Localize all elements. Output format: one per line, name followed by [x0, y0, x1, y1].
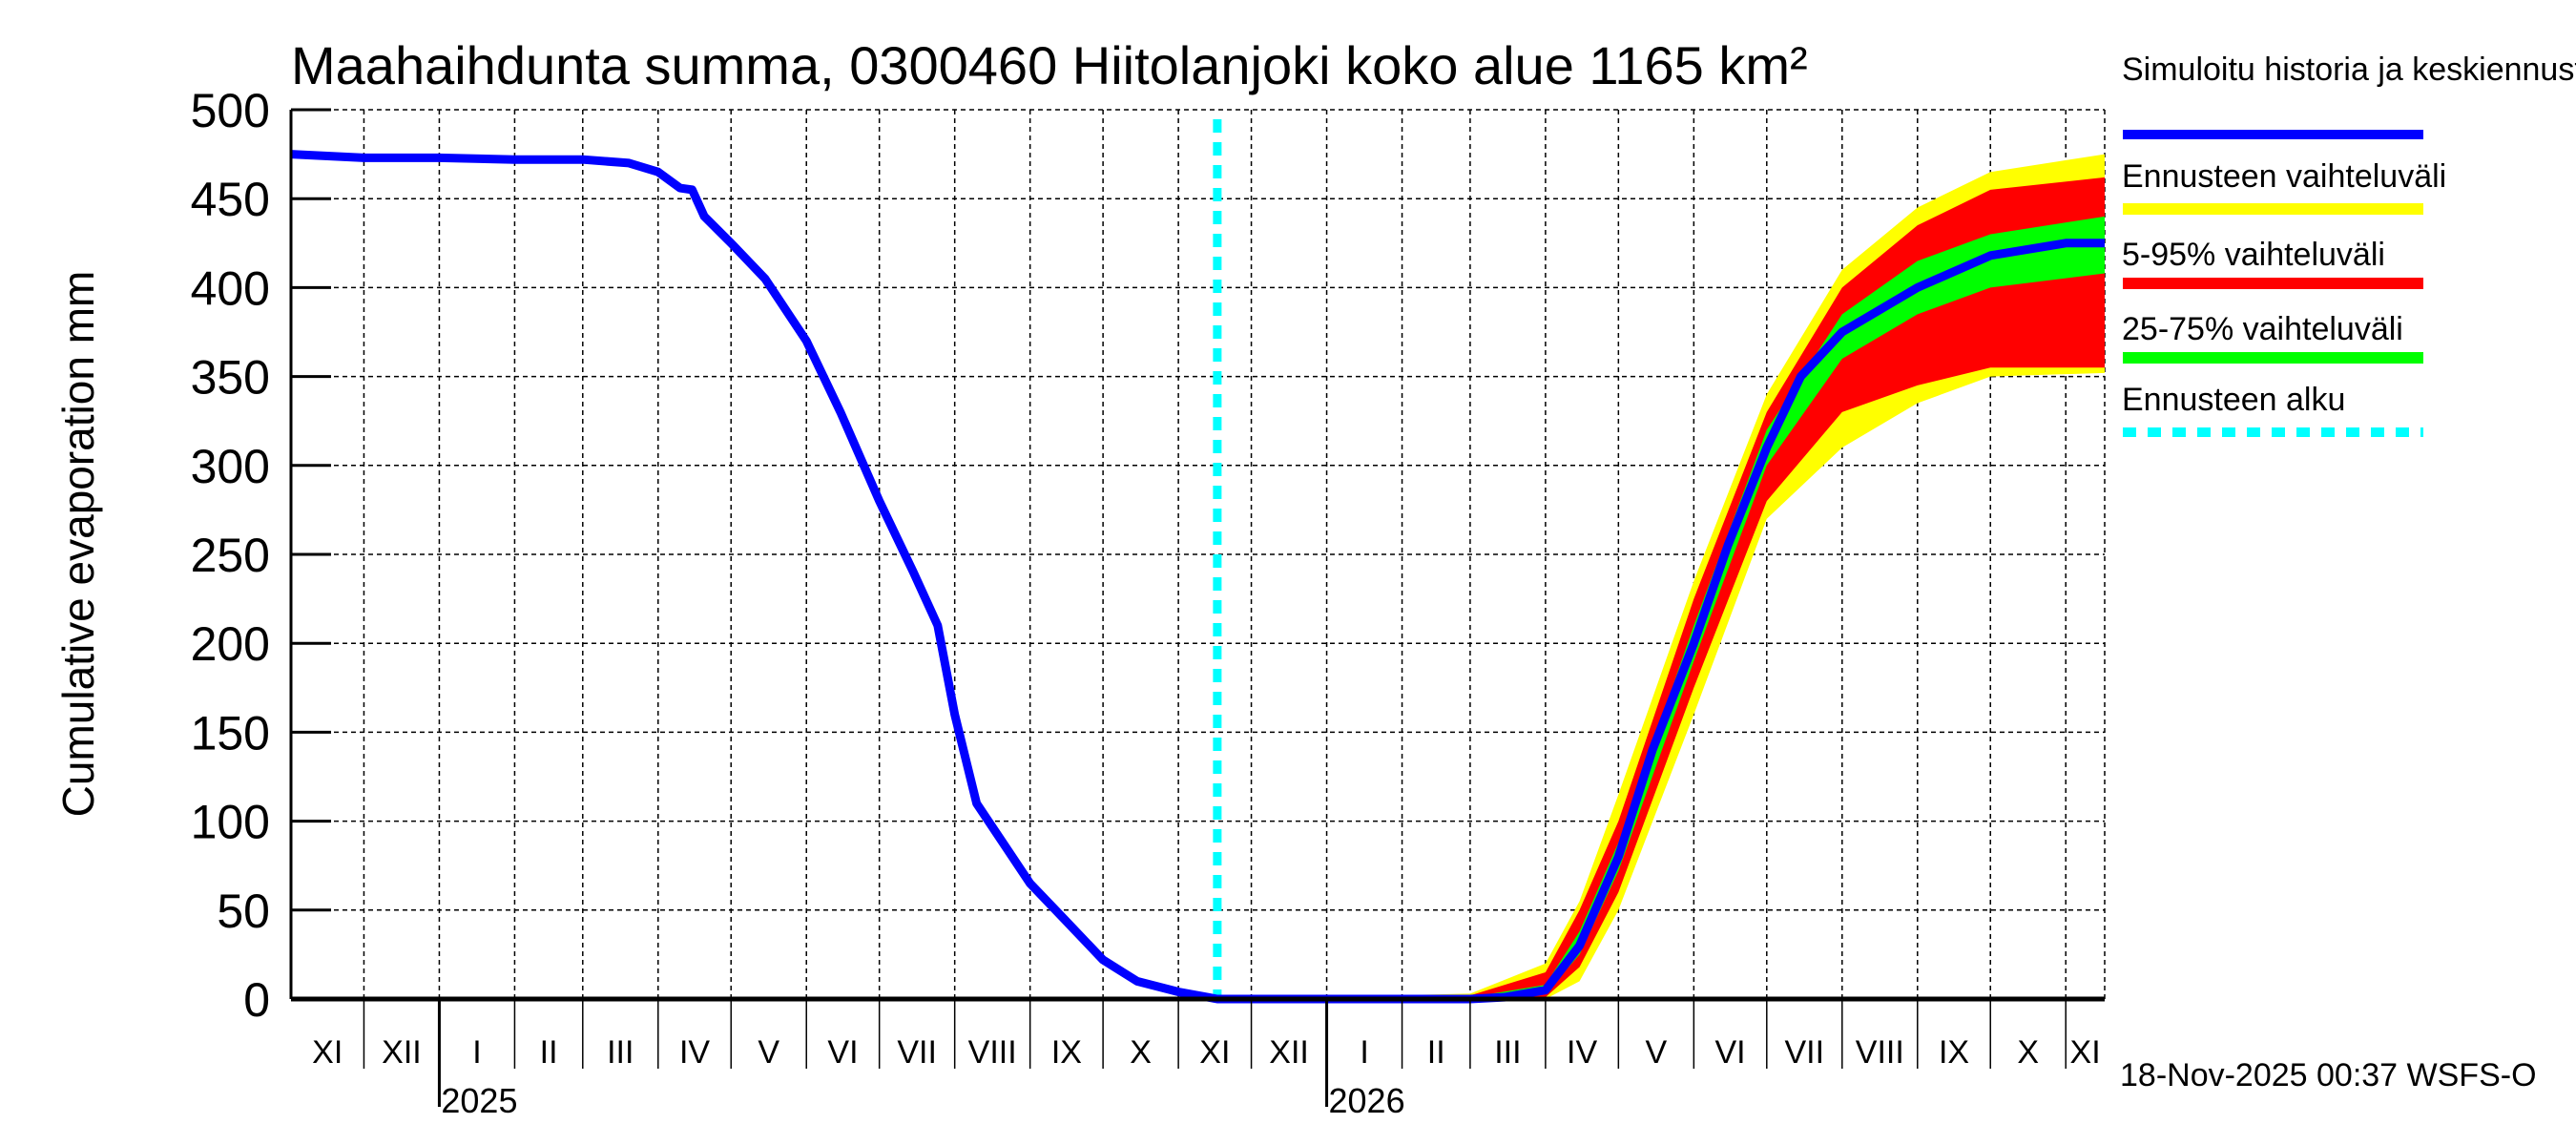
y-tick-label: 100	[191, 796, 270, 849]
legend-label-range: Ennusteen vaihteluväli	[2122, 158, 2446, 195]
x-tick-label: XI	[2070, 1034, 2101, 1071]
y-tick-label: 250	[191, 529, 270, 582]
x-tick-label: VIII	[1856, 1034, 1904, 1071]
x-tick-label: X	[2017, 1034, 2039, 1071]
legend-label-forecast-start: Ennusteen alku	[2122, 382, 2345, 418]
x-tick-label: IX	[1939, 1034, 1969, 1071]
legend-label-history: Simuloitu historia ja keskiennuste	[2122, 52, 2576, 88]
year-label: 2025	[441, 1081, 517, 1120]
y-tick-label: 400	[191, 261, 270, 315]
x-tick-label: II	[540, 1034, 558, 1071]
axes: XI XII I II III IV V VI VII VIII IX X XI XII I II III IV V…	[191, 84, 2105, 1120]
x-tick-label: XI	[1199, 1034, 1230, 1071]
x-tick-label: IV	[1567, 1034, 1597, 1071]
x-tick-label: IV	[679, 1034, 710, 1071]
y-tick-label: 0	[243, 973, 270, 1027]
legend: Simuloitu historia ja keskiennuste Ennus…	[2122, 52, 2576, 437]
x-tick-label: XI	[312, 1034, 343, 1071]
x-tick-label: VI	[827, 1034, 858, 1071]
y-tick-label: 450	[191, 173, 270, 226]
y-tick-label: 500	[191, 84, 270, 137]
y-tick-label: 150	[191, 706, 270, 760]
y-tick-label: 200	[191, 617, 270, 671]
x-tick-label: III	[607, 1034, 634, 1071]
x-tick-label: IX	[1051, 1034, 1082, 1071]
series-lines	[290, 119, 2105, 1004]
grid	[291, 109, 2106, 999]
x-tick-label: VIII	[968, 1034, 1017, 1071]
chart-title: Maahaihdunta summa, 0300460 Hiitolanjoki…	[291, 35, 1808, 95]
year-label: 2026	[1329, 1081, 1405, 1120]
legend-label-5-95: 5-95% vaihteluväli	[2122, 237, 2385, 273]
x-tick-label: I	[1360, 1034, 1368, 1071]
y-tick-label: 300	[191, 440, 270, 493]
x-tick-label: V	[758, 1034, 779, 1071]
x-tick-label: VII	[1785, 1034, 1825, 1071]
y-axis-label: Cumulative evaporation mm	[53, 271, 103, 818]
x-tick-label: X	[1130, 1034, 1152, 1071]
footer-timestamp: 18-Nov-2025 00:37 WSFS-O	[2120, 1057, 2537, 1093]
x-tick-label: VII	[897, 1034, 937, 1071]
y-tick-label: 350	[191, 351, 270, 405]
x-tick-label: III	[1494, 1034, 1521, 1071]
x-tick-label: II	[1427, 1034, 1445, 1071]
x-tick-label: I	[472, 1034, 481, 1071]
y-tick-label: 50	[217, 885, 270, 938]
forecast-bands	[1216, 154, 2105, 1000]
x-tick-label: V	[1646, 1034, 1668, 1071]
history-median-line	[290, 150, 2105, 1004]
legend-label-25-75: 25-75% vaihteluväli	[2122, 311, 2403, 347]
x-tick-label: XII	[382, 1034, 422, 1071]
band-5-95	[1216, 177, 2105, 999]
x-tick-label: VI	[1715, 1034, 1746, 1071]
x-tick-label: XII	[1269, 1034, 1309, 1071]
